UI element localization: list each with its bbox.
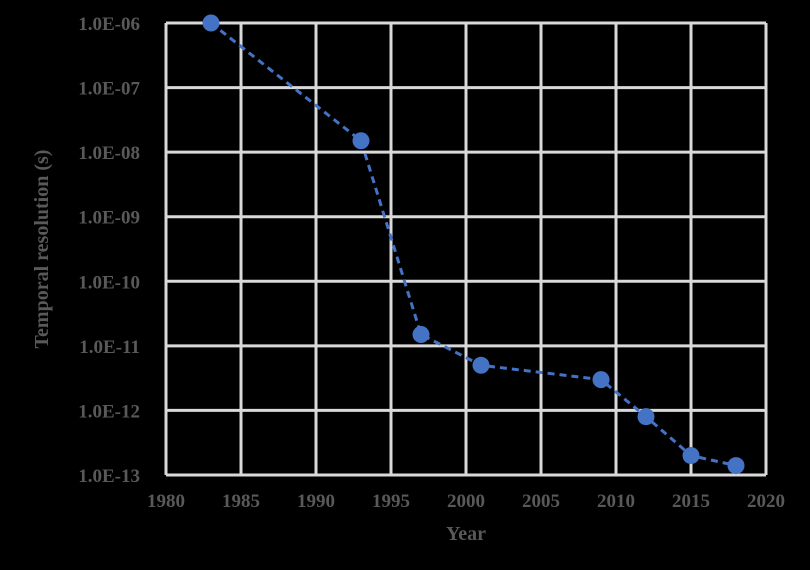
x-tick-label: 2015 xyxy=(672,491,710,512)
series-line xyxy=(210,21,737,468)
y-tick-label: 1.0E-09 xyxy=(78,208,140,229)
data-series xyxy=(202,14,745,475)
x-axis-ticks: 1980 1985 1990 1995 2000 2005 2010 2015 2020 xyxy=(147,491,785,512)
data-point-marker xyxy=(592,371,610,389)
gridlines xyxy=(164,21,768,477)
data-point-marker xyxy=(682,447,700,465)
x-tick-label: 1980 xyxy=(147,491,185,512)
data-point-marker xyxy=(637,408,655,426)
y-tick-label: 1.0E-13 xyxy=(78,466,140,487)
data-point-marker xyxy=(352,132,370,150)
y-tick-label: 1.0E-07 xyxy=(78,79,140,100)
data-point-marker xyxy=(727,457,745,475)
x-tick-label: 1995 xyxy=(372,491,410,512)
y-tick-label: 1.0E-10 xyxy=(78,272,140,293)
x-tick-label: 2010 xyxy=(597,491,635,512)
data-point-marker xyxy=(202,14,220,32)
y-tick-label: 1.0E-11 xyxy=(79,337,140,358)
x-tick-label: 2020 xyxy=(747,491,785,512)
x-tick-label: 1985 xyxy=(222,491,260,512)
x-tick-label: 2000 xyxy=(447,491,485,512)
x-axis-title: Year xyxy=(446,523,486,545)
y-axis-title: Temporal resolution (s) xyxy=(31,150,53,349)
y-tick-label: 1.0E-12 xyxy=(78,401,140,422)
y-tick-label: 1.0E-08 xyxy=(78,143,140,164)
x-tick-label: 2005 xyxy=(522,491,560,512)
data-point-marker xyxy=(412,325,430,343)
y-tick-label: 1.0E-06 xyxy=(78,14,140,35)
x-tick-label: 1990 xyxy=(297,491,335,512)
y-axis-ticks: 1.0E-06 1.0E-07 1.0E-08 1.0E-09 1.0E-10 1.0E-… xyxy=(78,14,140,487)
data-point-marker xyxy=(472,356,490,374)
